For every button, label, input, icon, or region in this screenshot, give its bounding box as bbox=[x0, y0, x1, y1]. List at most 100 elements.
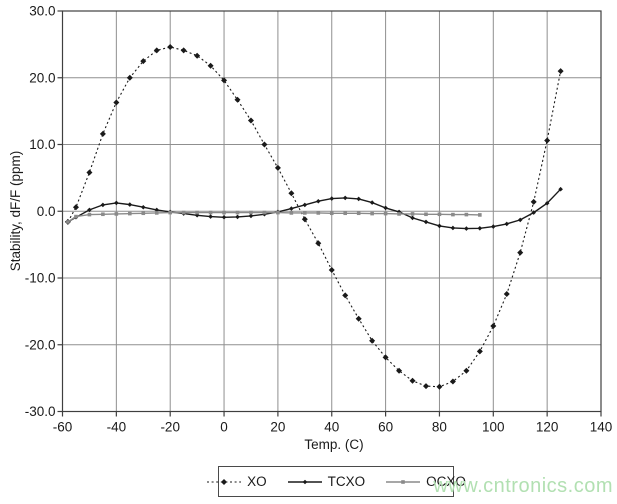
x-tick-label: -40 bbox=[107, 420, 127, 435]
data-point-marker bbox=[491, 224, 496, 229]
data-point-marker bbox=[463, 367, 470, 374]
data-point-marker bbox=[451, 212, 455, 217]
data-point-marker bbox=[423, 219, 429, 225]
data-point-marker bbox=[397, 212, 401, 216]
data-point-marker bbox=[101, 212, 105, 217]
data-point-marker bbox=[127, 202, 133, 207]
data-point-marker bbox=[181, 210, 186, 215]
x-tick-label: 20 bbox=[270, 420, 285, 435]
data-point-marker bbox=[168, 210, 172, 215]
data-point-marker bbox=[141, 211, 146, 216]
data-point-marker bbox=[113, 99, 120, 106]
data-point-marker bbox=[154, 211, 159, 215]
data-point-marker bbox=[99, 130, 106, 137]
data-point-marker bbox=[222, 210, 226, 215]
data-point-marker bbox=[316, 211, 321, 215]
legend-item-xo: XO bbox=[206, 475, 267, 489]
x-tick-label: 0 bbox=[220, 420, 228, 435]
x-tick-label: 120 bbox=[536, 420, 559, 435]
chart-plot-area: -60 -40 -20 0 20 40 60 80 100 120 140 30.0 20.0 10.0 0… bbox=[8, 4, 613, 453]
y-tick-label: -30.0 bbox=[25, 404, 56, 419]
data-point-marker bbox=[329, 211, 334, 216]
data-point-marker bbox=[274, 164, 281, 171]
legend-label: OCXO bbox=[426, 473, 466, 489]
data-point-marker bbox=[329, 196, 335, 201]
data-point-marker bbox=[261, 141, 268, 148]
y-tick-label: 30.0 bbox=[29, 4, 55, 19]
legend-label: XO bbox=[247, 473, 267, 489]
data-point-marker bbox=[478, 213, 482, 217]
data-point-marker bbox=[383, 211, 388, 216]
data-point-marker bbox=[342, 195, 348, 201]
data-point-marker bbox=[396, 209, 402, 215]
legend-label: TCXO bbox=[327, 473, 366, 489]
legend-line-sample-ocxo bbox=[386, 479, 421, 484]
x-tick-label: 40 bbox=[324, 420, 339, 435]
data-point-marker bbox=[195, 210, 199, 215]
data-point-marker bbox=[100, 202, 106, 208]
data-point-marker bbox=[276, 210, 280, 215]
data-point-marker bbox=[369, 337, 376, 344]
data-point-marker bbox=[328, 266, 335, 273]
data-point-marker bbox=[248, 213, 254, 219]
legend-line-sample-tcxo bbox=[287, 479, 322, 484]
data-point-marker bbox=[450, 225, 456, 231]
data-point-marker bbox=[302, 479, 307, 484]
data-point-marker bbox=[301, 216, 308, 223]
data-point-marker bbox=[303, 211, 307, 215]
legend-item-tcxo: TCXO bbox=[287, 473, 366, 489]
data-point-marker bbox=[382, 354, 389, 361]
series-tcxo bbox=[65, 186, 563, 231]
data-point-marker bbox=[437, 223, 442, 229]
data-point-marker bbox=[355, 315, 362, 322]
data-point-marker bbox=[369, 200, 375, 205]
data-point-marker bbox=[370, 211, 374, 216]
data-point-marker bbox=[342, 292, 349, 299]
data-point-marker bbox=[87, 207, 92, 213]
data-point-marker bbox=[383, 205, 388, 211]
x-axis-title: Temp. (C) bbox=[304, 437, 363, 452]
data-point-marker bbox=[490, 323, 497, 330]
data-point-marker bbox=[557, 68, 564, 75]
data-point-marker bbox=[517, 249, 524, 256]
gridlines bbox=[61, 10, 602, 413]
data-point-marker bbox=[437, 212, 442, 217]
series-line bbox=[67, 46, 562, 388]
data-point-marker bbox=[153, 47, 160, 54]
data-point-marker bbox=[114, 212, 119, 216]
x-tick-label: -60 bbox=[53, 420, 73, 435]
data-point-marker bbox=[247, 117, 254, 124]
data-point-marker bbox=[126, 74, 133, 81]
data-point-marker bbox=[249, 210, 253, 215]
y-tick-label: 0.0 bbox=[37, 204, 56, 219]
data-point-marker bbox=[208, 210, 213, 215]
data-point-marker bbox=[180, 47, 187, 54]
data-point-marker bbox=[531, 210, 536, 215]
data-point-marker bbox=[221, 478, 228, 485]
data-point-marker bbox=[401, 479, 405, 484]
data-point-marker bbox=[315, 240, 322, 247]
axis-ticks-and-labels: -60 -40 -20 0 20 40 60 80 100 120 140 30.0 20.0 10.0 0… bbox=[25, 4, 613, 435]
data-point-marker bbox=[464, 226, 469, 231]
data-point-marker bbox=[422, 383, 429, 390]
series-ocxo bbox=[66, 210, 482, 224]
x-tick-label: -20 bbox=[160, 420, 180, 435]
data-point-marker bbox=[356, 196, 361, 202]
y-tick-label: 20.0 bbox=[29, 70, 55, 85]
data-point-marker bbox=[140, 58, 147, 65]
data-point-marker bbox=[289, 206, 294, 211]
data-point-marker bbox=[87, 212, 92, 217]
data-point-marker bbox=[234, 96, 241, 103]
legend: XO TCXO OCXO bbox=[207, 466, 466, 497]
data-point-marker bbox=[504, 221, 510, 227]
data-point-marker bbox=[530, 198, 537, 205]
data-point-marker bbox=[72, 204, 79, 211]
legend-item-ocxo: OCXO bbox=[385, 475, 466, 489]
data-point-marker bbox=[66, 220, 70, 224]
data-point-marker bbox=[221, 77, 228, 84]
data-series bbox=[64, 44, 564, 390]
data-point-marker bbox=[288, 190, 295, 197]
y-axis-title: Stability, dF/F (ppm) bbox=[8, 151, 23, 272]
x-tick-label: 60 bbox=[378, 420, 393, 435]
